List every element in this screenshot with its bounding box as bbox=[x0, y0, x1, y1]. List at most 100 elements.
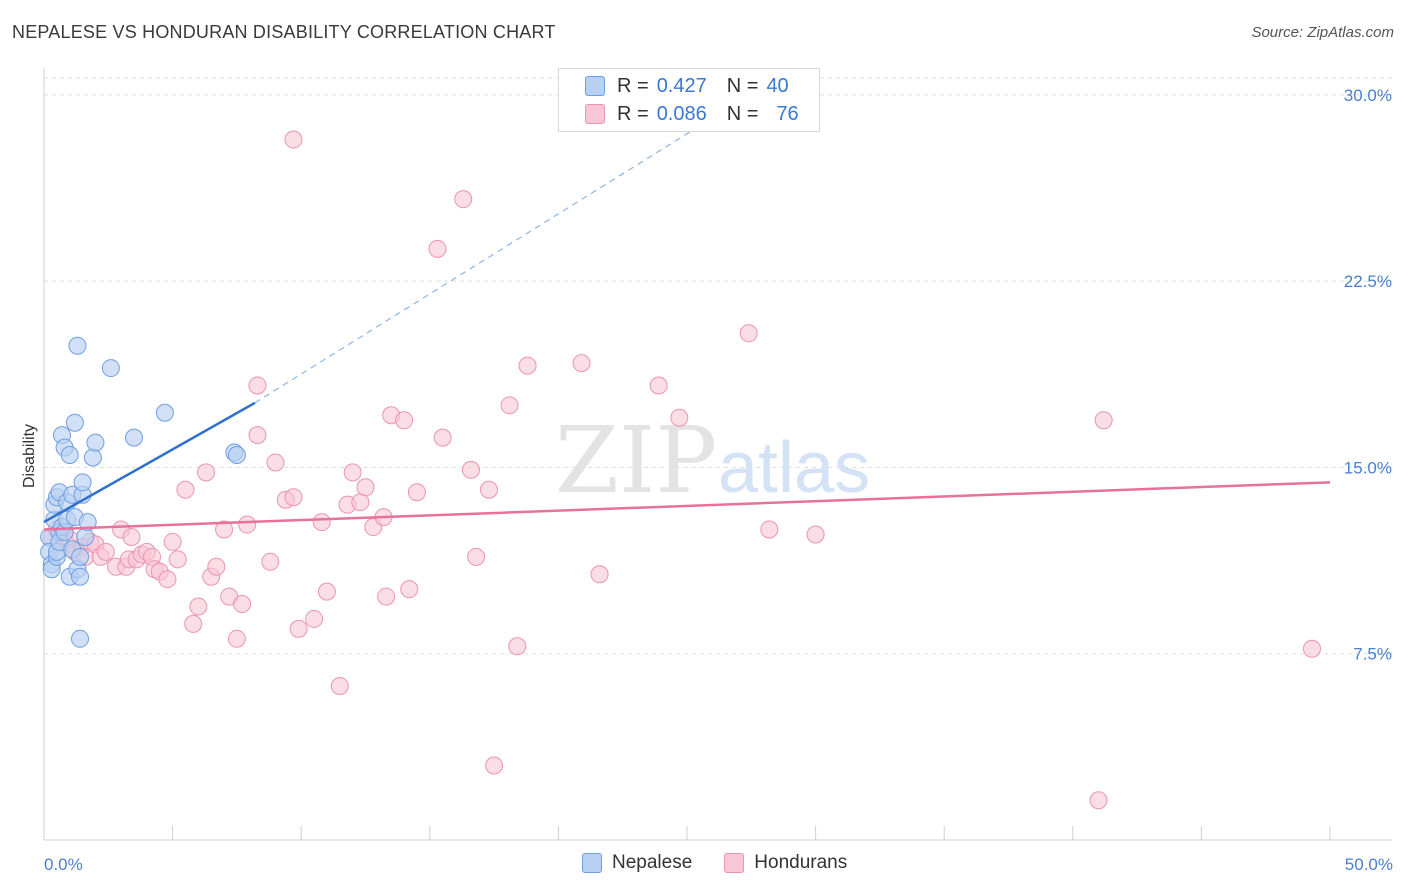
legend-label-nepalese: Nepalese bbox=[612, 852, 693, 873]
hondurans-point bbox=[407, 483, 426, 502]
nepalese-point bbox=[71, 567, 90, 586]
hondurans-point bbox=[227, 629, 246, 648]
hondurans-swatch bbox=[724, 853, 745, 873]
nepalese-point bbox=[71, 629, 90, 648]
hondurans-point bbox=[572, 354, 591, 373]
hondurans-point bbox=[485, 756, 504, 775]
hondurans-point bbox=[508, 637, 527, 656]
hondurans-point bbox=[760, 520, 779, 539]
hondurans-point bbox=[330, 677, 349, 695]
hondurans-point bbox=[343, 463, 362, 482]
nepalese-swatch bbox=[582, 853, 602, 873]
legend-n-value: 40 bbox=[766, 74, 789, 97]
hondurans-point bbox=[238, 515, 257, 534]
legend-label-hondurans: Hondurans bbox=[754, 852, 848, 873]
grid-lines bbox=[44, 77, 1392, 655]
nepalese-trend-line bbox=[43, 401, 256, 524]
hondurans-point bbox=[1089, 791, 1108, 810]
hondurans-point bbox=[122, 527, 141, 546]
hondurans-swatch bbox=[585, 104, 605, 124]
hondurans-point bbox=[461, 460, 480, 479]
nepalese-point bbox=[155, 403, 174, 422]
hondurans-point bbox=[739, 324, 758, 343]
hondurans-point bbox=[197, 463, 216, 482]
hondurans-point bbox=[233, 595, 252, 614]
hondurans-point bbox=[168, 550, 187, 569]
nepalese-swatch bbox=[585, 76, 605, 96]
hondurans-point bbox=[96, 542, 115, 561]
nepalese-point bbox=[65, 413, 84, 432]
hondurans-point bbox=[163, 532, 182, 551]
hondurans-point bbox=[266, 453, 285, 472]
legend-row-nepalese: R = 0.427 N = 40 bbox=[585, 73, 789, 99]
hondurans-point bbox=[428, 239, 447, 258]
hondurans-point bbox=[207, 557, 226, 576]
watermark-atlas: atlas bbox=[718, 428, 870, 508]
nepalese-point bbox=[76, 527, 95, 546]
hondurans-point bbox=[1094, 411, 1113, 430]
hondurans-point bbox=[248, 376, 267, 395]
tick-labels: 7.5% 15.0% 22.5% 30.0% 0.0% 50.0% bbox=[44, 86, 1393, 874]
hondurans-point bbox=[184, 614, 203, 633]
legend-n-label: N = bbox=[726, 74, 759, 97]
axes bbox=[43, 68, 1392, 841]
hondurans-point bbox=[289, 619, 308, 638]
legend-r-label: R = bbox=[617, 102, 649, 125]
nepalese-point bbox=[125, 428, 144, 447]
y-tick-label: 7.5% bbox=[1353, 645, 1392, 664]
legend-row-hondurans: R = 0.086 N = 76 bbox=[585, 101, 799, 127]
stats-legend: R = 0.427 N = 40 R = 0.086 N = 76 bbox=[558, 68, 820, 132]
watermark-zip: ZIP bbox=[555, 407, 717, 514]
hondurans-point bbox=[215, 520, 234, 539]
legend-r-value: 0.427 bbox=[656, 74, 707, 97]
hondurans-point bbox=[312, 513, 331, 532]
hondurans-point bbox=[467, 547, 486, 566]
hondurans-point bbox=[670, 408, 689, 427]
nepalese-point bbox=[227, 446, 246, 464]
chart-title: NEPALESE VS HONDURAN DISABILITY CORRELAT… bbox=[12, 22, 556, 42]
hondurans-point bbox=[433, 428, 452, 447]
x-tick-label: 50.0% bbox=[1345, 855, 1393, 874]
hondurans-point bbox=[305, 609, 324, 628]
hondurans-point bbox=[479, 480, 498, 499]
hondurans-point bbox=[356, 478, 375, 497]
hondurans-point bbox=[590, 565, 609, 584]
hondurans-point bbox=[395, 411, 414, 430]
hondurans-point bbox=[400, 580, 419, 599]
legend-r-value: 0.086 bbox=[656, 102, 707, 125]
nepalese-trend-extension bbox=[254, 109, 726, 404]
hondurans-point bbox=[500, 396, 519, 415]
hondurans-point bbox=[158, 570, 177, 589]
nepalese-points bbox=[40, 336, 246, 648]
y-tick-label: 15.0% bbox=[1344, 458, 1392, 477]
y-axis-label: Disability bbox=[21, 424, 38, 488]
hondurans-trend-line bbox=[43, 481, 1331, 531]
trend-lines bbox=[43, 109, 1331, 531]
legend-item-hondurans[interactable]: Hondurans bbox=[724, 852, 847, 874]
hondurans-point bbox=[454, 190, 473, 209]
nepalese-point bbox=[83, 448, 102, 467]
source-label: Source: ZipAtlas.com bbox=[1251, 24, 1394, 41]
hondurans-point bbox=[189, 597, 208, 616]
legend-r-label: R = bbox=[617, 74, 649, 97]
legend-n-value: 76 bbox=[776, 102, 799, 125]
hondurans-point bbox=[284, 488, 303, 507]
y-tick-label: 22.5% bbox=[1344, 272, 1392, 291]
nepalese-point bbox=[86, 433, 105, 452]
hondurans-point bbox=[649, 376, 668, 395]
legend-item-nepalese[interactable]: Nepalese bbox=[582, 852, 692, 874]
hondurans-point bbox=[377, 587, 396, 606]
nepalese-point bbox=[71, 547, 90, 566]
hondurans-point bbox=[518, 356, 537, 375]
hondurans-point bbox=[317, 582, 336, 601]
series-legend: Nepalese Hondurans bbox=[582, 852, 879, 874]
nepalese-point bbox=[60, 446, 79, 464]
hondurans-point bbox=[261, 552, 280, 571]
hondurans-point bbox=[1302, 639, 1321, 658]
nepalese-point bbox=[68, 336, 87, 355]
watermark: ZIP atlas bbox=[555, 407, 870, 514]
hondurans-point bbox=[176, 480, 195, 499]
hondurans-point bbox=[284, 130, 303, 149]
y-tick-label: 30.0% bbox=[1344, 86, 1392, 105]
